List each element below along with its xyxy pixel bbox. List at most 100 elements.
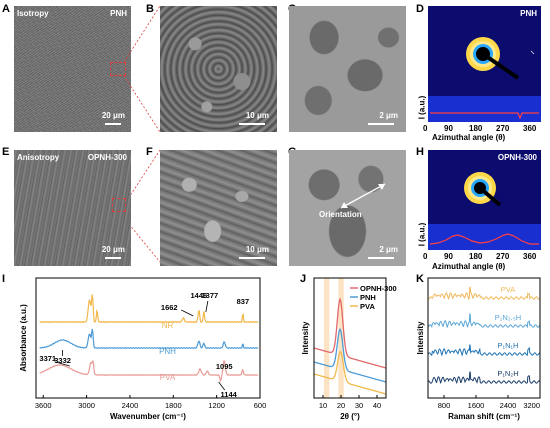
x-axis-label: Wavenumber (cm⁻¹): [110, 412, 186, 421]
tick-label: 0: [423, 124, 428, 133]
scale-bar: [239, 123, 265, 125]
panel-letter-i: I: [2, 273, 6, 285]
series-line: [427, 286, 541, 301]
label-opnh-300: OPNH-300: [87, 153, 127, 162]
scale-bar: [368, 123, 394, 125]
ticks-h: 0 90 180 270 360: [423, 252, 548, 264]
scale-label: 2 μm: [379, 245, 398, 254]
series-line-pnh: [39, 328, 259, 349]
scale-bar: [239, 257, 265, 259]
ftir-chart: 3600 3000 2400 1800 1200 600 Wavenumber (cm⁻¹)…: [19, 277, 267, 421]
x-tick-label: 1800: [165, 401, 182, 410]
azimuthal-curve: [430, 112, 539, 120]
series-label: PNH: [159, 347, 176, 356]
x-tick-label: 3600: [35, 401, 52, 410]
series-line: [427, 344, 541, 357]
x-tick-label: 600: [254, 401, 267, 410]
tick-label: 0: [423, 252, 428, 261]
series-line: [313, 297, 387, 369]
ylabel-h: I (a.u.): [417, 222, 427, 247]
legend-label: PVA: [360, 302, 375, 311]
peak-label: 1377: [202, 291, 219, 300]
sem-image-e: Anisotropy OPNH-300 20 μm: [14, 150, 131, 266]
series-label: PVA: [160, 373, 176, 382]
x-tick-label: 3200: [523, 401, 540, 410]
label-pnh: PNH: [520, 9, 537, 18]
scale-bar: [105, 123, 121, 125]
series-line-nr: [39, 294, 259, 324]
scale-label: 20 μm: [101, 245, 125, 254]
azimuthal-plot-d: [428, 96, 541, 122]
x-tick-label: 2400: [500, 401, 517, 410]
peak-label: 3371: [39, 354, 56, 363]
tick-label: 90: [444, 252, 453, 261]
series-line: [313, 327, 387, 383]
tick-label: 270: [496, 124, 510, 133]
sem-image-c: 2 μm: [289, 6, 406, 132]
tick-label: 360: [523, 124, 537, 133]
x-tick-label: 10: [319, 401, 327, 410]
saxs-rings: [466, 37, 535, 80]
panel-letter-h: H: [416, 146, 424, 158]
sem-image-b: 10 μm: [160, 6, 277, 132]
label-opnh-300: OPNH-300: [497, 153, 537, 162]
series-label: PVA: [501, 285, 515, 294]
panel-letter-b: B: [146, 3, 154, 15]
series-line: [427, 371, 541, 385]
peak-arrow: [55, 361, 70, 367]
peak-label: 3332: [54, 356, 71, 365]
scale-label: 10 μm: [245, 111, 269, 120]
xlabel-d: Azimuthal angle (θ): [432, 133, 506, 142]
y-axis-label: Intensity: [416, 321, 425, 354]
x-tick-label: 3000: [78, 401, 95, 410]
sem-image-a: Isotropy PNH 20 μm: [14, 6, 131, 132]
y-axis-label: Absorbance (a.u.): [19, 304, 28, 372]
zoom-box: [110, 62, 126, 76]
label-pnh: PNH: [110, 9, 127, 18]
series-label: NR: [162, 321, 174, 330]
label-isotropy: Isotropy: [17, 9, 49, 18]
x-tick-label: 800: [438, 401, 451, 410]
plot-frame: [313, 277, 387, 399]
orientation-arrow: [340, 183, 386, 209]
x-axis-label: 2θ (°): [340, 412, 360, 421]
plot-frame: [427, 277, 541, 399]
y-axis-label: Intensity: [301, 321, 310, 354]
series-line: [313, 350, 387, 395]
tick-label: 270: [496, 252, 510, 261]
saxs-pattern-d: PNH: [428, 6, 541, 96]
scale-label: 10 μm: [245, 245, 269, 254]
peak-label: 1095: [216, 362, 233, 371]
scale-label: 2 μm: [379, 111, 398, 120]
series-line-pva: [39, 359, 259, 383]
azimuthal-plot-h: [428, 224, 541, 250]
x-tick-label: 1600: [468, 401, 485, 410]
ticks-d: 0 90 180 270 360: [423, 124, 548, 136]
tick-label: 180: [469, 252, 483, 261]
raman-chart: PVA P₁N₂.₅H P₁N₁H P₁N₂H 800 1600 2400 3200Raman…: [416, 277, 541, 421]
azimuthal-curve: [429, 233, 539, 245]
highlight-band: [323, 278, 330, 398]
peak-label: 1144: [221, 390, 238, 399]
plot-frame: [35, 277, 261, 399]
panel-letter-a: A: [2, 3, 10, 15]
scale-bar: [368, 257, 394, 259]
panel-letter-j: J: [300, 273, 307, 285]
tick-label: 360: [523, 252, 537, 261]
scale-bar: [105, 257, 121, 259]
series-label: P₁N₂.₅H: [495, 313, 521, 322]
tick-label: 180: [469, 124, 483, 133]
xlabel-h: Azimuthal angle (θ): [432, 262, 506, 271]
panel-letter-k: K: [416, 273, 424, 285]
highlight-band: [338, 278, 344, 398]
scale-label: 20 μm: [101, 111, 125, 120]
panel-letter-e: E: [2, 146, 10, 158]
peak-arrow: [218, 381, 226, 391]
sem-image-f: 10 μm: [160, 150, 277, 266]
ylabel-d: I (a.u.): [417, 95, 427, 120]
label-anisotropy: Anisotropy: [17, 153, 60, 162]
sem-image-g: Orientation 2 μm: [289, 150, 406, 266]
zoom-box: [112, 198, 126, 212]
x-tick-label: 20: [337, 401, 345, 410]
